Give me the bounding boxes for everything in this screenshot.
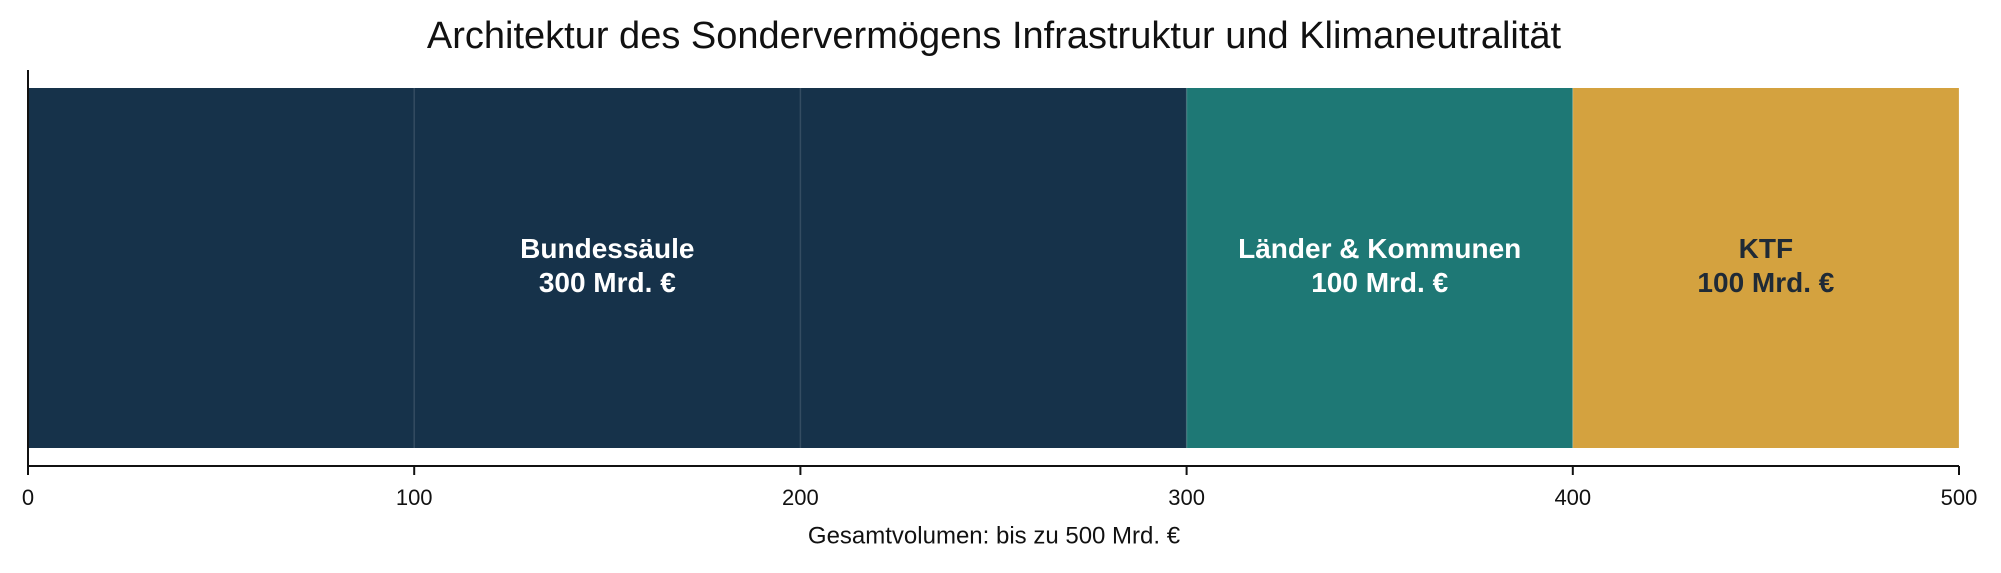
segment-name: KTF bbox=[1739, 233, 1793, 264]
x-tick-label: 400 bbox=[1554, 485, 1591, 510]
x-tick-label: 0 bbox=[22, 485, 34, 510]
bar-segment bbox=[1186, 88, 1573, 448]
x-tick-label: 300 bbox=[1168, 485, 1205, 510]
segment-label: Bundessäule 300 Mrd. € bbox=[520, 233, 694, 298]
segment-label: Länder & Kommunen 100 Mrd. € bbox=[1238, 233, 1521, 298]
x-tick-label: 200 bbox=[782, 485, 819, 510]
segment-name: Bundessäule bbox=[520, 233, 694, 264]
bar-segment bbox=[28, 88, 1187, 448]
value-label: 300 Mrd. € bbox=[539, 267, 676, 298]
chart-title: Architektur des Sondervermögens Infrastr… bbox=[427, 15, 1562, 57]
x-tick-label: 500 bbox=[1941, 485, 1978, 510]
segment-label: KTF 100 Mrd. € bbox=[1697, 233, 1834, 298]
x-tick-label: 100 bbox=[396, 485, 433, 510]
x-axis-label: Gesamtvolumen: bis zu 500 Mrd. € bbox=[808, 522, 1181, 549]
segment-name: Länder & Kommunen bbox=[1238, 233, 1521, 264]
value-label: 100 Mrd. € bbox=[1697, 267, 1834, 298]
value-label: 100 Mrd. € bbox=[1311, 267, 1448, 298]
bar-segment bbox=[1572, 88, 1959, 448]
